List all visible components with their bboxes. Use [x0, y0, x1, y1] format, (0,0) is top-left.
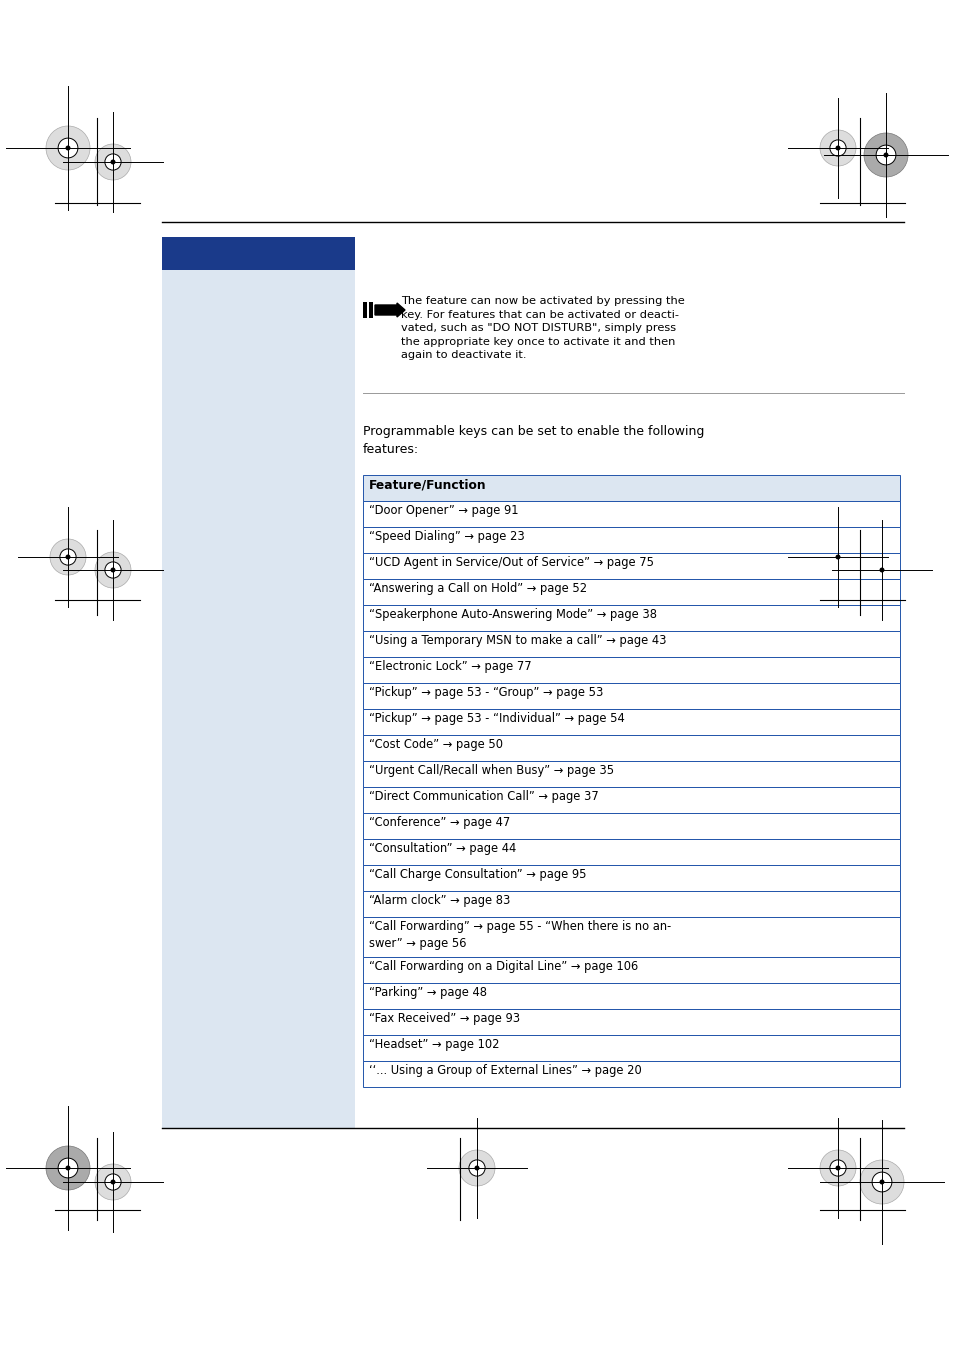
Circle shape: [882, 153, 887, 158]
Circle shape: [835, 1166, 840, 1170]
Bar: [363, 917, 899, 957]
Circle shape: [46, 1146, 90, 1190]
Text: “Consultation” → page 44: “Consultation” → page 44: [369, 842, 516, 855]
Bar: [363, 553, 899, 580]
Circle shape: [66, 554, 71, 559]
Text: “Call Forwarding on a Digital Line” → page 106: “Call Forwarding on a Digital Line” → pa…: [369, 961, 638, 973]
Circle shape: [46, 126, 90, 170]
Bar: [363, 984, 899, 1009]
Text: “Speed Dialing” → page 23: “Speed Dialing” → page 23: [369, 530, 524, 543]
Text: “Answering a Call on Hold” → page 52: “Answering a Call on Hold” → page 52: [369, 582, 586, 594]
Text: “Headset” → page 102: “Headset” → page 102: [369, 1038, 499, 1051]
Circle shape: [859, 1161, 903, 1204]
Circle shape: [105, 1174, 121, 1190]
Circle shape: [469, 1161, 484, 1177]
Bar: [363, 476, 899, 501]
Circle shape: [58, 138, 78, 158]
Bar: [363, 631, 899, 657]
Bar: [363, 1009, 899, 1035]
Text: “Cost Code” → page 50: “Cost Code” → page 50: [369, 738, 502, 751]
Circle shape: [835, 146, 840, 150]
Bar: [363, 657, 899, 684]
Bar: [369, 303, 373, 317]
Bar: [363, 788, 899, 813]
Circle shape: [829, 549, 845, 565]
Bar: [363, 957, 899, 984]
Circle shape: [66, 1166, 71, 1170]
Text: “Door Opener” → page 91: “Door Opener” → page 91: [369, 504, 518, 517]
Text: “Electronic Lock” → page 77: “Electronic Lock” → page 77: [369, 661, 531, 673]
Text: “Urgent Call/Recall when Busy” → page 35: “Urgent Call/Recall when Busy” → page 35: [369, 765, 614, 777]
Text: Feature/Function: Feature/Function: [369, 478, 486, 490]
Circle shape: [58, 1158, 78, 1178]
Circle shape: [863, 553, 899, 588]
Text: “Speakerphone Auto-Answering Mode” → page 38: “Speakerphone Auto-Answering Mode” → pag…: [369, 608, 657, 621]
Circle shape: [820, 1150, 855, 1186]
Circle shape: [829, 1161, 845, 1177]
Text: “Call Forwarding” → page 55 - “When there is no an-
swer” → page 56: “Call Forwarding” → page 55 - “When ther…: [369, 920, 671, 950]
Circle shape: [95, 553, 131, 588]
Circle shape: [871, 1173, 891, 1192]
Circle shape: [820, 130, 855, 166]
Circle shape: [66, 146, 71, 150]
Text: “Fax Received” → page 93: “Fax Received” → page 93: [369, 1012, 519, 1025]
Bar: [363, 501, 899, 527]
Text: Programmable keys can be set to enable the following
features:: Programmable keys can be set to enable t…: [363, 426, 703, 457]
Bar: [363, 1035, 899, 1061]
Text: “Direct Communication Call” → page 37: “Direct Communication Call” → page 37: [369, 790, 598, 802]
Bar: [363, 892, 899, 917]
Circle shape: [820, 539, 855, 576]
Text: ‘‘... Using a Group of External Lines” → page 20: ‘‘... Using a Group of External Lines” →…: [369, 1065, 641, 1077]
Text: “Alarm clock” → page 83: “Alarm clock” → page 83: [369, 894, 510, 907]
Bar: [363, 709, 899, 735]
Text: “Using a Temporary MSN to make a call” → page 43: “Using a Temporary MSN to make a call” →…: [369, 634, 666, 647]
Circle shape: [105, 562, 121, 578]
Circle shape: [105, 154, 121, 170]
Bar: [363, 605, 899, 631]
Circle shape: [879, 567, 883, 573]
Text: The feature can now be activated by pressing the
key. For features that can be a: The feature can now be activated by pres…: [400, 296, 684, 361]
Circle shape: [111, 159, 115, 165]
Circle shape: [829, 141, 845, 157]
Text: “Pickup” → page 53 - “Group” → page 53: “Pickup” → page 53 - “Group” → page 53: [369, 686, 602, 698]
Text: “UCD Agent in Service/Out of Service” → page 75: “UCD Agent in Service/Out of Service” → …: [369, 557, 654, 569]
Text: “Pickup” → page 53 - “Individual” → page 54: “Pickup” → page 53 - “Individual” → page…: [369, 712, 624, 725]
Bar: [363, 580, 899, 605]
Bar: [363, 839, 899, 865]
Circle shape: [50, 539, 86, 576]
Circle shape: [875, 145, 895, 165]
Bar: [363, 813, 899, 839]
Bar: [162, 270, 355, 1128]
Circle shape: [873, 562, 889, 578]
Circle shape: [60, 549, 76, 565]
Bar: [363, 761, 899, 788]
Circle shape: [111, 567, 115, 573]
FancyArrow shape: [375, 303, 405, 317]
Text: “Conference” → page 47: “Conference” → page 47: [369, 816, 510, 830]
Bar: [363, 303, 367, 317]
Bar: [363, 1061, 899, 1088]
Circle shape: [474, 1166, 479, 1170]
Circle shape: [111, 1179, 115, 1185]
Bar: [363, 684, 899, 709]
Bar: [363, 527, 899, 553]
Bar: [363, 865, 899, 892]
Circle shape: [863, 132, 907, 177]
Circle shape: [879, 1179, 883, 1185]
Circle shape: [95, 145, 131, 180]
Text: “Call Charge Consultation” → page 95: “Call Charge Consultation” → page 95: [369, 867, 586, 881]
Bar: [162, 236, 355, 270]
Text: “Parking” → page 48: “Parking” → page 48: [369, 986, 486, 998]
Bar: [363, 735, 899, 761]
Circle shape: [95, 1165, 131, 1200]
Circle shape: [458, 1150, 495, 1186]
Circle shape: [835, 554, 840, 559]
